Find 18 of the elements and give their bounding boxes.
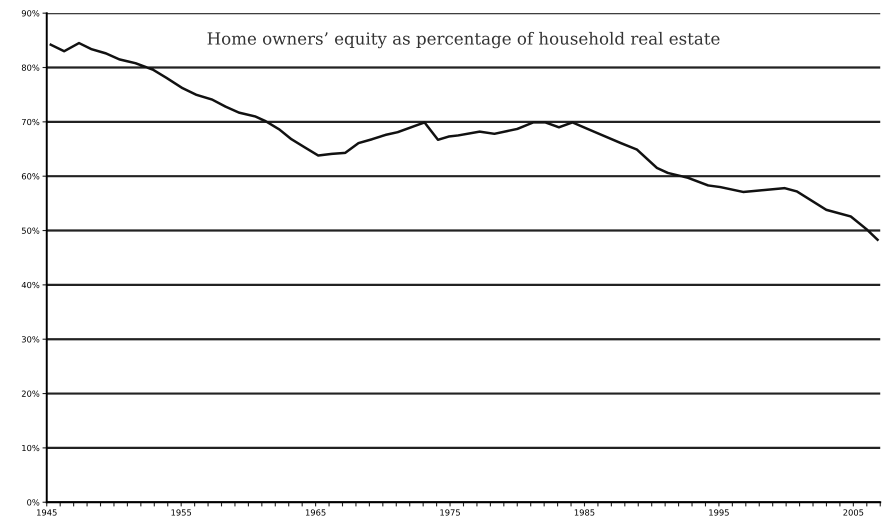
- y-tick-label: 40%: [22, 282, 40, 288]
- y-tick-label: 50%: [22, 228, 40, 234]
- x-tick-label: 2005: [843, 509, 864, 516]
- x-tick-label: 1955: [171, 509, 192, 516]
- x-tick-label: 1965: [306, 509, 326, 516]
- y-tick-label: 10%: [22, 444, 40, 452]
- x-tick-label: 1985: [574, 509, 594, 516]
- y-tick-label: 0%: [27, 499, 40, 506]
- y-tick-label: 70%: [22, 118, 40, 126]
- y-tick-label: 90%: [22, 10, 40, 16]
- x-tick-label: 1975: [440, 509, 460, 516]
- y-tick-label: 80%: [22, 64, 40, 71]
- y-tick-label: 30%: [22, 336, 40, 342]
- x-tick-label: 1995: [709, 509, 729, 516]
- y-tick-label: 60%: [22, 173, 40, 180]
- text: Home owners’ equity as percentage of household real estate: [208, 32, 720, 48]
- y-tick-label: 20%: [22, 390, 40, 397]
- x-tick-label: 1945: [37, 509, 57, 516]
